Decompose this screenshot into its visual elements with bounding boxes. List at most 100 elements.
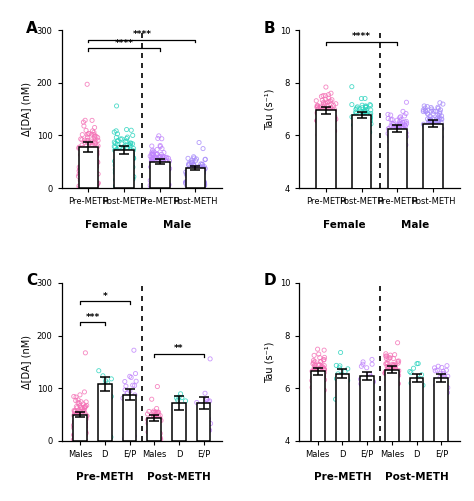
Point xyxy=(383,363,391,371)
Point xyxy=(80,433,88,441)
Point xyxy=(123,134,130,142)
Point xyxy=(336,364,343,372)
Point xyxy=(206,426,213,434)
Point xyxy=(79,143,87,151)
Point xyxy=(122,149,129,157)
Point xyxy=(390,140,398,148)
Point xyxy=(154,417,161,425)
Point xyxy=(192,166,200,174)
Point xyxy=(80,400,87,408)
Point xyxy=(89,146,96,154)
Point xyxy=(317,380,324,388)
Bar xyxy=(316,110,336,294)
Point xyxy=(363,103,370,111)
Point xyxy=(388,119,396,127)
Point xyxy=(91,176,98,184)
Point xyxy=(92,132,100,140)
Point xyxy=(311,367,319,375)
Point xyxy=(118,147,126,155)
Bar xyxy=(410,378,423,501)
Point xyxy=(81,171,89,179)
Point xyxy=(155,412,163,420)
Point xyxy=(164,154,172,162)
Point xyxy=(77,151,85,159)
Point xyxy=(314,118,321,126)
Point xyxy=(434,378,442,386)
Point xyxy=(178,394,186,402)
Point xyxy=(332,100,340,108)
Point xyxy=(73,410,81,418)
Point xyxy=(87,170,94,178)
Point xyxy=(413,379,421,387)
Point xyxy=(398,134,406,142)
Point xyxy=(153,416,160,424)
Point xyxy=(190,161,197,169)
Point xyxy=(95,367,102,375)
Point xyxy=(421,122,428,130)
Point xyxy=(150,151,157,159)
Point xyxy=(79,171,87,179)
Point xyxy=(201,389,209,397)
Point xyxy=(433,115,441,123)
Point xyxy=(119,182,127,190)
Point xyxy=(82,147,90,155)
Point xyxy=(393,135,401,143)
Point xyxy=(197,427,205,435)
Point xyxy=(387,111,394,119)
Point xyxy=(151,428,158,436)
Point xyxy=(431,124,439,132)
Point xyxy=(70,406,78,414)
Point xyxy=(388,133,395,141)
Point xyxy=(417,376,424,384)
Point xyxy=(333,375,340,383)
Point xyxy=(313,108,321,116)
Point xyxy=(393,116,401,124)
Point xyxy=(392,142,400,150)
Point xyxy=(152,420,160,428)
Text: ****: **** xyxy=(115,39,134,48)
Point xyxy=(351,115,359,123)
Point xyxy=(88,138,96,146)
Point xyxy=(80,146,88,154)
Point xyxy=(165,181,173,189)
Point xyxy=(434,114,442,122)
Point xyxy=(417,381,425,389)
Point xyxy=(399,123,406,131)
Point xyxy=(316,125,324,133)
Point xyxy=(79,150,86,158)
Point xyxy=(328,121,336,129)
Point xyxy=(320,362,328,370)
Point xyxy=(78,404,85,412)
Point xyxy=(390,135,397,143)
Point xyxy=(370,378,377,386)
Point xyxy=(426,112,434,120)
Point xyxy=(399,107,407,115)
Point xyxy=(202,409,210,417)
Point xyxy=(315,350,322,358)
Point xyxy=(171,412,178,420)
Point xyxy=(156,152,164,160)
Text: A: A xyxy=(26,21,38,36)
Point xyxy=(324,98,331,106)
Point xyxy=(190,166,198,174)
Point xyxy=(132,377,140,385)
Point xyxy=(196,404,203,412)
Point xyxy=(383,381,391,389)
Point xyxy=(357,118,365,126)
Point xyxy=(75,144,82,152)
Point xyxy=(387,369,395,377)
Point xyxy=(147,412,155,420)
Point xyxy=(358,114,366,122)
Point xyxy=(328,100,335,108)
Point xyxy=(188,156,196,164)
Point xyxy=(201,164,209,172)
Point xyxy=(319,391,326,399)
Point xyxy=(195,183,202,191)
Point xyxy=(421,104,429,112)
Point xyxy=(194,178,202,186)
Point xyxy=(81,415,88,423)
Point xyxy=(384,125,392,133)
Point xyxy=(363,120,370,128)
Point xyxy=(81,419,88,427)
Point xyxy=(113,164,120,172)
